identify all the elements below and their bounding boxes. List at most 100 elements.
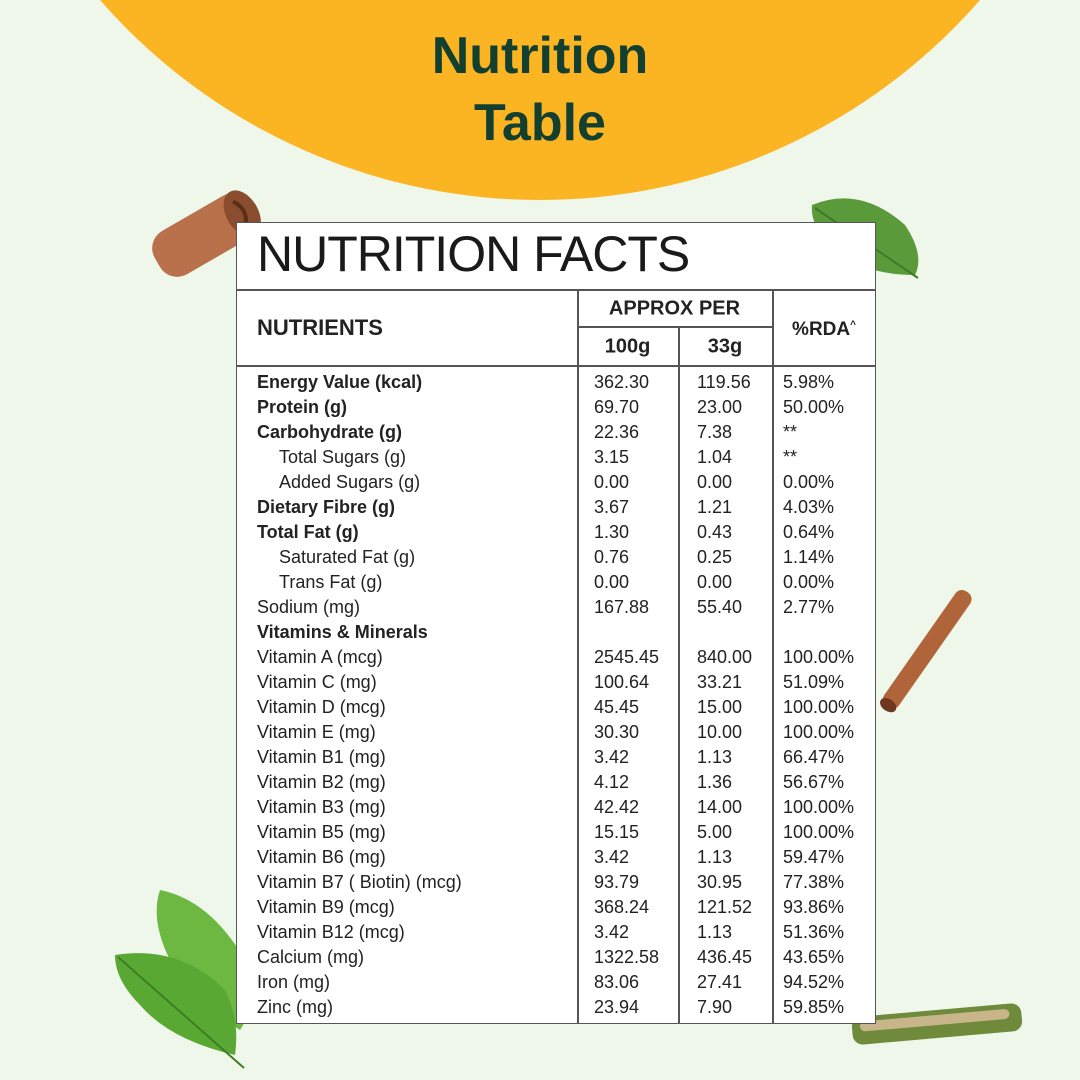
nutrient-value: 3.42: [594, 922, 630, 942]
nutrient-name: Vitamin B3 (mg): [257, 797, 386, 817]
nutrient-value: 0.25: [697, 547, 733, 567]
nutrient-value: 42.42: [594, 797, 640, 817]
nutrient-name: Dietary Fibre (g): [257, 497, 396, 517]
nutrient-name: Protein (g): [257, 397, 347, 417]
nutrient-name: Vitamin B2 (mg): [257, 772, 386, 792]
nutrient-name: Trans Fat (g): [279, 572, 383, 592]
nutrient-value: 0.76: [594, 547, 630, 567]
nutrient-name: Energy Value (kcal): [257, 372, 423, 392]
nutrient-name: Saturated Fat (g): [279, 547, 416, 567]
nutrient-value: 22.36: [594, 422, 640, 442]
rule: [577, 289, 579, 1024]
yellow-circle: [100, 0, 980, 200]
nutrient-name: Vitamin B6 (mg): [257, 847, 386, 867]
nutrient-value: 0.64%: [783, 522, 835, 542]
nutrient-value: 3.42: [594, 847, 630, 867]
nutrient-value: 4.03%: [783, 497, 835, 517]
nutrient-value: 3.67: [594, 497, 630, 517]
nutrient-value: 100.00%: [783, 697, 855, 717]
nutrient-value: 100.00%: [783, 797, 855, 817]
nutrient-value: 10.00: [697, 722, 743, 742]
rda-label: %RDA: [792, 319, 851, 340]
nutrient-value: 436.45: [697, 947, 753, 967]
nutrient-value: 93.86%: [783, 897, 845, 917]
nutrient-value: 14.00: [697, 797, 743, 817]
nutrient-value: 30.30: [594, 722, 640, 742]
nutrient-name: Calcium (mg): [257, 947, 365, 967]
nutrient-value: 2545.45: [594, 647, 660, 667]
rule: [236, 365, 876, 367]
nutrient-name: Vitamin B7 ( Biotin) (mcg): [257, 872, 462, 892]
nutrient-name: Vitamins & Minerals: [257, 622, 428, 642]
nutrient-name: Total Fat (g): [257, 522, 359, 542]
table-title: NUTRITION FACTS: [257, 226, 690, 282]
nutrient-value: 7.38: [697, 422, 733, 442]
nutrient-value: 1.21: [697, 497, 733, 517]
nutrient-value: 1.13: [697, 922, 733, 942]
nutrient-name: Vitamin C (mg): [257, 672, 377, 692]
nutrient-value: 1.30: [594, 522, 630, 542]
nutrient-name: Vitamin A (mcg): [257, 647, 383, 667]
nutrient-value: 45.45: [594, 697, 640, 717]
nutrient-name: Vitamin E (mg): [257, 722, 376, 742]
nutrient-value: 167.88: [594, 597, 650, 617]
rule: [236, 289, 876, 291]
nutrient-name: Added Sugars (g): [279, 472, 421, 492]
nutrient-value: 15.00: [697, 697, 743, 717]
nutrient-value: 94.52%: [783, 972, 845, 992]
nutrient-value: 100.00%: [783, 722, 855, 742]
nutrient-value: **: [783, 422, 798, 442]
nutrient-name: Vitamin D (mcg): [257, 697, 386, 717]
nutrient-value: 43.65%: [783, 947, 845, 967]
nutrient-value: 93.79: [594, 872, 640, 892]
nutrient-name: Sodium (mg): [257, 597, 361, 617]
nutrient-value: 0.00%: [783, 572, 835, 592]
column-header: 33g: [707, 335, 743, 358]
nutrient-value: 121.52: [697, 897, 753, 917]
nutrient-value: 119.56: [697, 372, 751, 392]
nutrient-value: 7.90: [697, 997, 733, 1017]
nutrient-value: 0.00: [697, 572, 733, 592]
basil-leaves: [115, 890, 252, 1069]
column-header: APPROX PER: [608, 297, 741, 320]
nutrient-value: 15.15: [594, 822, 640, 842]
nutrient-name: Vitamin B12 (mcg): [257, 922, 405, 942]
rule: [772, 289, 774, 1024]
nutrient-value: 51.09%: [783, 672, 845, 692]
moringa-stick: [851, 1003, 1023, 1045]
nutrient-name: Vitamin B5 (mg): [257, 822, 386, 842]
column-header: %RDA^: [772, 319, 876, 341]
nutrient-value: 27.41: [697, 972, 743, 992]
cinnamon-stick: [880, 590, 972, 713]
nutrient-value: 59.85%: [783, 997, 845, 1017]
nutrient-value: 56.67%: [783, 772, 845, 792]
nutrient-value: 0.00: [594, 572, 630, 592]
nutrient-value: 23.00: [697, 397, 743, 417]
nutrient-value: 1.14%: [783, 547, 835, 567]
column-header: 100g: [604, 335, 651, 358]
nutrient-value: **: [783, 447, 798, 467]
nutrient-value: 51.36%: [783, 922, 845, 942]
nutrient-value: 83.06: [594, 972, 640, 992]
nutrient-value: 0.43: [697, 522, 733, 542]
nutrient-value: 3.42: [594, 747, 630, 767]
nutrient-value: 69.70: [594, 397, 640, 417]
nutrient-value: 77.38%: [783, 872, 845, 892]
nutrient-value: 30.95: [697, 872, 743, 892]
page-title: Nutrition: [431, 27, 649, 85]
nutrient-name: Vitamin B9 (mcg): [257, 897, 395, 917]
nutrient-value: 23.94: [594, 997, 640, 1017]
nutrient-value: 0.00: [594, 472, 630, 492]
nutrient-value: 368.24: [594, 897, 650, 917]
nutrient-value: 5.00: [697, 822, 733, 842]
rule: [577, 326, 772, 328]
nutrient-name: Iron (mg): [257, 972, 331, 992]
nutrient-value: 4.12: [594, 772, 630, 792]
nutrient-value: 66.47%: [783, 747, 845, 767]
page-title: Table: [474, 94, 606, 152]
nutrient-name: Total Sugars (g): [279, 447, 407, 467]
nutrient-value: 33.21: [697, 672, 743, 692]
nutrient-value: 2.77%: [783, 597, 835, 617]
nutrient-value: 0.00%: [783, 472, 835, 492]
